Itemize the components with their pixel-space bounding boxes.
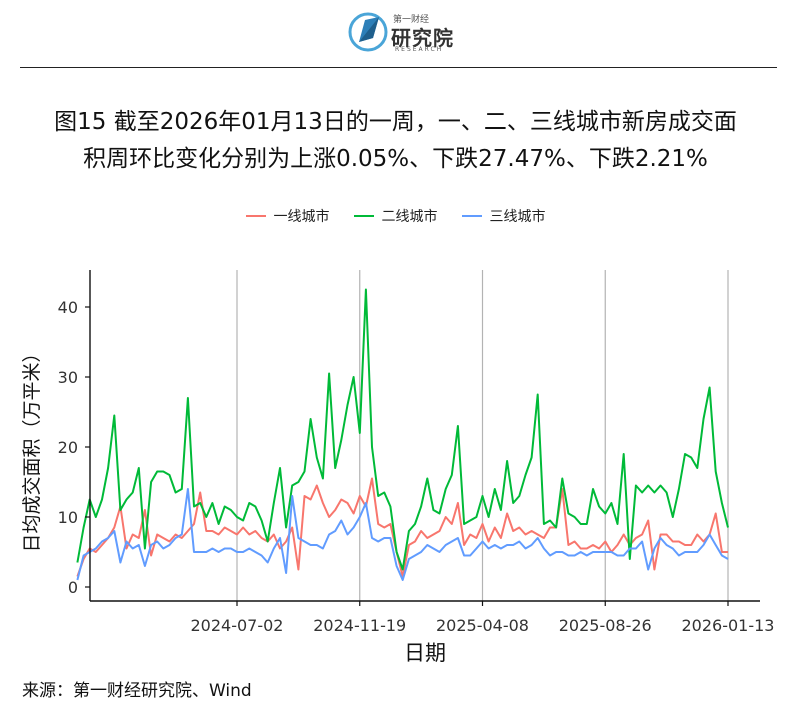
series-lines: [76, 288, 729, 581]
header-divider: [20, 67, 777, 68]
legend-swatch-tier3: [461, 215, 482, 217]
legend-item-tier3: 三线城市: [461, 206, 546, 226]
source-note: 来源：第一财经研究院、Wind: [22, 681, 252, 701]
logo-brand-text: 第一财经: [393, 15, 430, 25]
y-tick-label: 20: [58, 438, 78, 457]
y-tick-label: 0: [68, 578, 78, 597]
logo-name-text: 研究院: [391, 26, 454, 50]
legend-item-tier2: 二线城市: [353, 206, 438, 226]
chart-title: 图15 截至2026年01月13日的一周，一、二、三线城市新房成交面 积周环比变…: [0, 104, 791, 178]
logo-emblem-icon: [348, 12, 388, 52]
chart-title-line-1: 图15 截至2026年01月13日的一周，一、二、三线城市新房成交面: [54, 109, 737, 135]
y-tick-label: 10: [58, 508, 78, 527]
legend-label-tier2: 二线城市: [381, 209, 438, 225]
legend-item-tier1: 一线城市: [245, 206, 330, 226]
x-tick-label: 2024-07-02: [191, 616, 284, 635]
chart-title-line-2: 积周环比变化分别为上涨0.05%、下跌27.47%、下跌2.21%: [83, 146, 708, 172]
legend-label-tier3: 三线城市: [489, 209, 546, 225]
y-tick-label: 40: [58, 298, 78, 317]
series-line-tier3: [76, 488, 729, 581]
x-tick-label: 2024-11-19: [313, 616, 406, 635]
x-axis-label: 日期: [404, 641, 446, 665]
x-gridlines: [236, 270, 729, 601]
y-tick-label: 30: [58, 368, 78, 387]
series-line-tier2: [76, 288, 729, 571]
chart-axes: 2024-07-02 2024-11-19 2025-04-08 2025-08-26…: [58, 270, 775, 635]
legend-label-tier1: 一线城市: [273, 209, 330, 225]
research-logo: 第一财经 研究院 RESEARCH: [345, 8, 465, 56]
x-tick-label: 2025-08-26: [559, 616, 652, 635]
logo-sub-text: RESEARCH: [395, 46, 444, 53]
y-axis-label: 日均成交面积（万平米）: [21, 343, 43, 552]
x-tick-label: 2026-01-13: [682, 616, 775, 635]
chart-legend: 一线城市 二线城市 三线城市: [0, 206, 791, 226]
legend-swatch-tier2: [353, 215, 374, 217]
legend-swatch-tier1: [245, 215, 266, 217]
x-tick-label: 2025-04-08: [436, 616, 529, 635]
